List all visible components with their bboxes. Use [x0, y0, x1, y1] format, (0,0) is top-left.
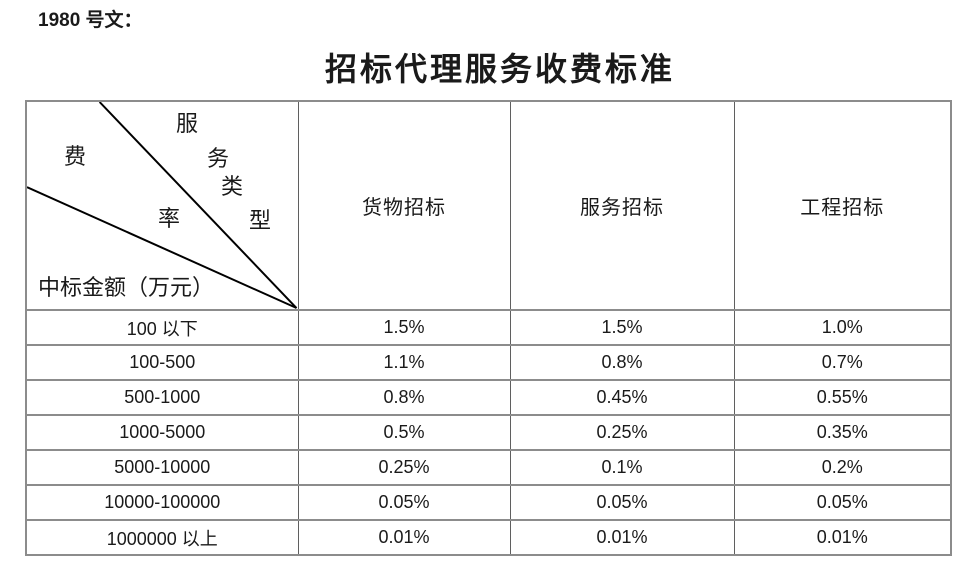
amount-range-cell: 100-500: [25, 344, 299, 381]
amount-range-cell: 1000000 以上: [25, 519, 299, 556]
rate-cell: 0.01%: [297, 519, 511, 556]
amount-range-cell: 5000-10000: [25, 449, 299, 486]
table-row: 100 以下 1.5% 1.5% 1.0%: [25, 309, 952, 346]
corner-rate-axis-char: 率: [158, 206, 181, 231]
table-header-row: 服 务 类 型 费 率 中标金额（万元） 货物招标 服务招标 工程招标: [25, 100, 952, 311]
rate-cell: 0.35%: [733, 414, 952, 451]
rate-cell: 0.05%: [733, 484, 952, 521]
table-row: 10000-100000 0.05% 0.05% 0.05%: [25, 484, 952, 521]
rate-cell: 0.8%: [297, 379, 511, 416]
corner-header-cell: 服 务 类 型 费 率 中标金额（万元）: [25, 100, 299, 311]
rate-cell: 1.0%: [733, 309, 952, 346]
amount-range-cell: 10000-100000: [25, 484, 299, 521]
rate-cell: 0.7%: [733, 344, 952, 381]
amount-range-cell: 1000-5000: [25, 414, 299, 451]
table-row: 1000000 以上 0.01% 0.01% 0.01%: [25, 519, 952, 556]
table-row: 1000-5000 0.5% 0.25% 0.35%: [25, 414, 952, 451]
rate-cell: 1.5%: [297, 309, 511, 346]
rate-cell: 0.8%: [509, 344, 735, 381]
corner-column-axis-char: 类: [221, 174, 244, 199]
rate-cell: 0.25%: [297, 449, 511, 486]
amount-range-cell: 100 以下: [25, 309, 299, 346]
corner-column-axis-char: 务: [207, 146, 230, 171]
col-header-works: 工程招标: [733, 100, 952, 311]
table-row: 500-1000 0.8% 0.45% 0.55%: [25, 379, 952, 416]
corner-rate-axis-char: 费: [64, 144, 87, 169]
doc-number: 1980 号文：: [38, 10, 143, 31]
table-row: 100-500 1.1% 0.8% 0.7%: [25, 344, 952, 381]
rate-cell: 0.05%: [297, 484, 511, 521]
rate-cell: 0.05%: [509, 484, 735, 521]
corner-column-axis-char: 服: [176, 111, 199, 136]
table-row: 5000-10000 0.25% 0.1% 0.2%: [25, 449, 952, 486]
rate-cell: 0.55%: [733, 379, 952, 416]
rate-cell: 0.1%: [509, 449, 735, 486]
rate-cell: 0.01%: [733, 519, 952, 556]
col-header-services: 服务招标: [509, 100, 735, 311]
rate-cell: 0.2%: [733, 449, 952, 486]
rate-cell: 0.01%: [509, 519, 735, 556]
col-header-goods: 货物招标: [297, 100, 511, 311]
rate-cell: 1.5%: [509, 309, 735, 346]
rate-cell: 1.1%: [297, 344, 511, 381]
diagonal-divider-lines-icon: [27, 103, 297, 308]
rate-cell: 0.45%: [509, 379, 735, 416]
page-title: 招标代理服务收费标准: [324, 51, 675, 87]
amount-range-cell: 500-1000: [25, 379, 299, 416]
fee-standard-table: 服 务 类 型 费 率 中标金额（万元） 货物招标 服务招标 工程招标 100 …: [25, 100, 952, 556]
corner-row-axis-label: 中标金额（万元）: [38, 275, 215, 300]
rate-cell: 0.5%: [297, 414, 511, 451]
corner-column-axis-char: 型: [249, 208, 272, 233]
rate-cell: 0.25%: [509, 414, 735, 451]
